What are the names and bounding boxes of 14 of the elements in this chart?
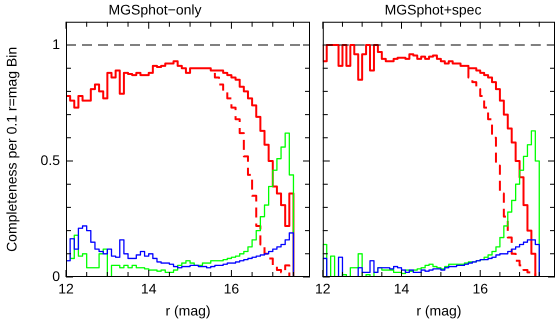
y-tick-label: 1 <box>52 36 60 52</box>
chart-title: MGSphot−only <box>108 1 202 18</box>
y-axis-title: Completeness per 0.1 r=mag Bin <box>3 46 20 252</box>
x-tick-label: 12 <box>58 280 74 296</box>
x-tick-label: 16 <box>472 280 488 296</box>
x-axis-title: r (mag) <box>416 302 462 318</box>
chart-title: MGSphot+spec <box>384 1 482 18</box>
y-tick-label: 0 <box>52 268 60 284</box>
x-tick-label: 12 <box>314 280 331 296</box>
y-tick-label: 0.5 <box>40 152 60 168</box>
x-tick-label: 14 <box>394 280 410 296</box>
x-axis-title: r (mag) <box>165 302 211 318</box>
x-tick-label: 14 <box>140 280 157 296</box>
x-tick-label: 16 <box>224 280 240 296</box>
